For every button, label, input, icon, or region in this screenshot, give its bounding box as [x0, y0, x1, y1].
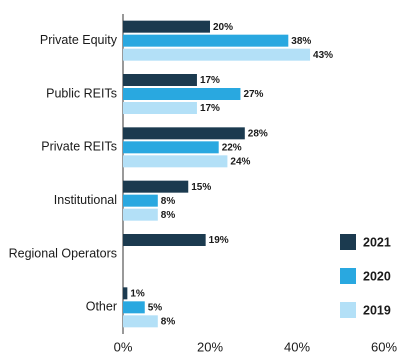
value-label: 17%: [200, 75, 220, 86]
bar: [123, 34, 289, 47]
bar: [123, 102, 197, 114]
legend-label: 2019: [363, 303, 391, 317]
legend-swatch: [340, 268, 356, 284]
bar: [123, 155, 228, 168]
value-label: 19%: [209, 235, 229, 246]
bar: [123, 48, 311, 61]
bar: [123, 88, 241, 100]
value-label: 24%: [230, 156, 250, 167]
category-label: Other: [86, 300, 117, 314]
bar: [123, 74, 197, 86]
bar: [123, 287, 128, 300]
category-label: Private Equity: [40, 33, 118, 47]
value-label: 1%: [130, 288, 145, 299]
bar: [123, 234, 206, 246]
legend-label: 2021: [363, 235, 391, 249]
legend-swatch: [340, 234, 356, 250]
bar: [123, 180, 189, 193]
value-label: 8%: [161, 316, 176, 327]
bar: [123, 127, 245, 140]
bar: [123, 20, 210, 33]
value-label: 5%: [148, 302, 163, 313]
category-label: Private REITs: [41, 140, 117, 154]
legend-swatch: [340, 302, 356, 318]
bar: [123, 315, 158, 328]
x-tick-label: 0%: [114, 339, 133, 354]
x-tick-label: 40%: [284, 339, 310, 354]
x-tick-label: 60%: [371, 339, 397, 354]
value-label: 20%: [213, 22, 233, 33]
x-tick-label: 20%: [197, 339, 223, 354]
value-label: 22%: [222, 142, 242, 153]
bar: [123, 141, 219, 154]
bar: [123, 301, 145, 314]
value-label: 17%: [200, 103, 220, 114]
value-label: 8%: [161, 210, 176, 221]
value-label: 38%: [291, 36, 311, 47]
bar: [123, 208, 158, 221]
category-label: Regional Operators: [9, 246, 117, 260]
value-label: 28%: [248, 128, 268, 139]
value-label: 15%: [191, 182, 211, 193]
bar: [123, 194, 158, 207]
category-label: Institutional: [54, 193, 117, 207]
category-label: Public REITs: [46, 86, 117, 100]
legend-label: 2020: [363, 269, 391, 283]
value-label: 27%: [243, 89, 263, 100]
value-label: 43%: [313, 50, 333, 61]
value-label: 8%: [161, 196, 176, 207]
